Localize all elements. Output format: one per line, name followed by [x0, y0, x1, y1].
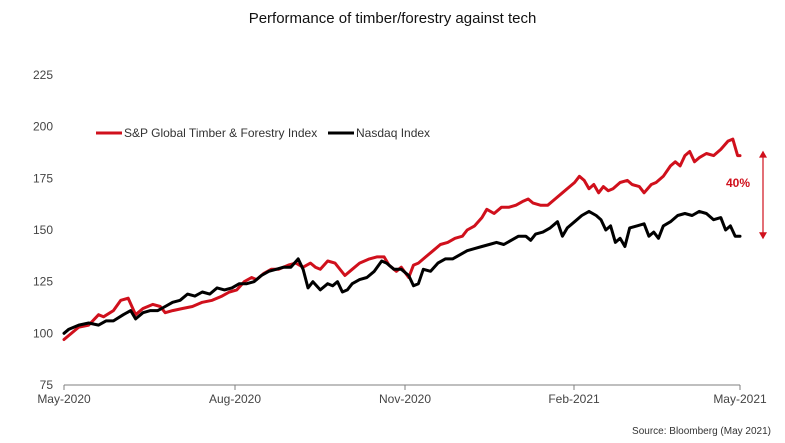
- change-annotation: 40%: [726, 150, 767, 240]
- source-note: Source: Bloomberg (May 2021): [632, 426, 771, 437]
- x-tick-label: Aug-2020: [209, 392, 261, 406]
- series-line-timber: [62, 137, 742, 341]
- x-axis: May-2020 Aug-2020 Nov-2020 Feb-2021 May-2021: [37, 384, 767, 406]
- y-tick-label: 225: [33, 68, 53, 82]
- series-line-nasdaq: [62, 209, 742, 335]
- legend: S&P Global Timber & Forestry Index Nasdaq…: [96, 126, 430, 140]
- y-tick-label: 75: [40, 378, 54, 392]
- legend-label: Nasdaq Index: [356, 126, 430, 140]
- y-tick-label: 150: [33, 223, 53, 237]
- legend-label: S&P Global Timber & Forestry Index: [124, 126, 317, 140]
- y-tick-label: 200: [33, 120, 53, 134]
- annotation-label: 40%: [726, 176, 750, 190]
- annotation-arrow-up: [759, 150, 767, 158]
- y-axis: 75 100 125 150 175 200 225: [33, 68, 53, 392]
- annotation-arrow-down: [759, 232, 767, 240]
- y-tick-label: 175: [33, 171, 53, 185]
- x-tick-label: May-2020: [37, 392, 91, 406]
- chart-title: Performance of timber/forestry against t…: [248, 10, 537, 27]
- x-tick-label: May-2021: [713, 392, 767, 406]
- series-lines: [62, 137, 742, 341]
- y-tick-label: 100: [33, 326, 53, 340]
- x-tick-label: Nov-2020: [379, 392, 431, 406]
- y-tick-label: 125: [33, 275, 53, 289]
- x-tick-label: Feb-2021: [548, 392, 600, 406]
